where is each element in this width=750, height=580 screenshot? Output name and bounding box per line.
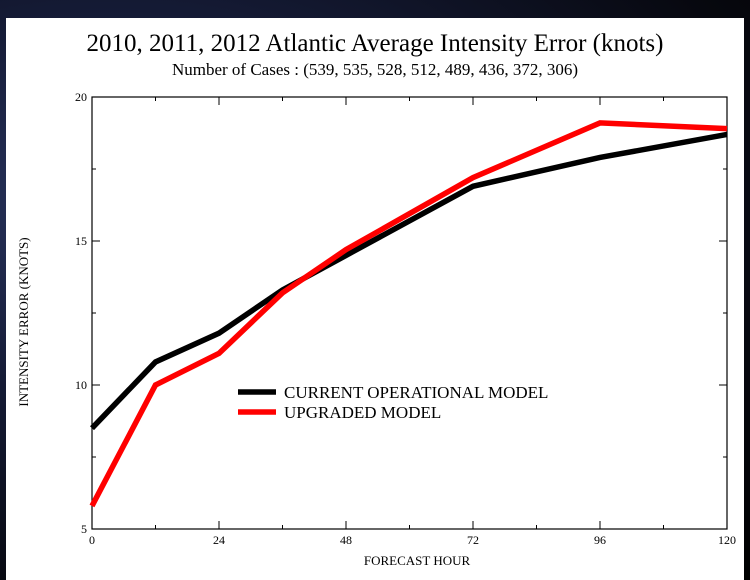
x-tick-label: 24 [213, 533, 225, 547]
chart-svg: 2010, 2011, 2012 Atlantic Average Intens… [16, 30, 736, 568]
x-tick-label: 96 [594, 533, 606, 547]
x-tick-label: 0 [89, 533, 95, 547]
series-line [89, 120, 728, 508]
legend-label: UPGRADED MODEL [284, 403, 441, 422]
y-axis-label: INTENSITY ERROR (KNOTS) [16, 237, 31, 406]
x-axis-label: FORECAST HOUR [364, 553, 471, 568]
y-tick-label: 5 [81, 522, 87, 536]
chart-title: 2010, 2011, 2012 Atlantic Average Intens… [87, 30, 664, 57]
x-tick-label: 120 [718, 533, 736, 547]
plot-frame [91, 96, 728, 530]
y-tick-label: 15 [75, 234, 87, 248]
chart-panel: 2010, 2011, 2012 Atlantic Average Intens… [6, 18, 744, 580]
x-tick-label: 48 [340, 533, 352, 547]
legend-label: CURRENT OPERATIONAL MODEL [284, 383, 548, 402]
y-tick-label: 10 [75, 378, 87, 392]
chart-subtitle: Number of Cases : (539, 535, 528, 512, 4… [172, 60, 578, 79]
y-tick-label: 20 [75, 90, 87, 104]
x-tick-label: 72 [467, 533, 479, 547]
plot-area: 0 24 48 72 96 120 5 10 15 20 [75, 90, 736, 547]
